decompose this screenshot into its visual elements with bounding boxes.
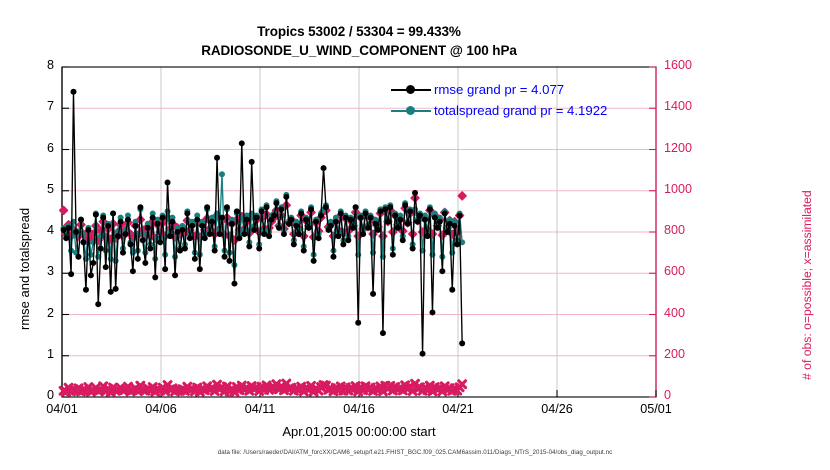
title-line-1: Tropics 53002 / 53304 = 99.433% [257, 24, 461, 39]
x-axis-label: Apr.01,2015 00:00:00 start [282, 424, 436, 439]
y-axis-right-label: # of obs: o=possible; x=assimilated [800, 190, 814, 380]
y-left-tick-0: 0 [46, 388, 54, 402]
data-series [58, 88, 468, 397]
y-right-tick-1000: 1000 [664, 181, 693, 196]
y-right-tick-400: 400 [664, 305, 686, 320]
legend-swatch-totalspread [389, 104, 433, 118]
x-tick-04/21: 04/21 [442, 402, 474, 416]
legend-item-rmse[interactable]: rmse grand pr = 4.077 [389, 79, 607, 100]
x-tick-04/11: 04/11 [244, 402, 276, 416]
x-tick-05/01: 05/01 [640, 402, 672, 416]
y-right-tick-1200: 1200 [664, 140, 693, 155]
chart-title: Tropics 53002 / 53304 = 99.433% RADIOSON… [0, 22, 718, 60]
data-file-footer: data file: /Users/raeder/DAI/ATM_forcXX/… [217, 449, 613, 456]
legend-item-totalspread[interactable]: totalspread grand pr = 4.1922 [389, 100, 607, 121]
y-left-tick-2: 2 [46, 305, 54, 320]
y-right-tick-600: 600 [664, 264, 686, 279]
x-tick-04/26: 04/26 [541, 402, 573, 416]
y-left-tick-1: 1 [46, 346, 54, 361]
y-left-tick-3: 3 [46, 264, 54, 279]
y-right-tick-800: 800 [664, 223, 686, 237]
y-left-tick-8: 8 [46, 58, 54, 72]
chart-legend: rmse grand pr = 4.077 totalspread grand … [389, 79, 607, 121]
y-left-tick-5: 5 [46, 181, 54, 196]
y-axis-left-label: rmse and totalspread [17, 207, 32, 330]
y-left-tick-7: 7 [46, 99, 54, 114]
legend-label-rmse: rmse grand pr = 4.077 [434, 82, 565, 97]
y-left-tick-4: 4 [46, 223, 54, 237]
y-right-tick-0: 0 [664, 388, 672, 402]
legend-swatch-rmse [389, 83, 433, 97]
x-tick-04/16: 04/16 [343, 402, 375, 416]
title-line-2: RADIOSONDE_U_WIND_COMPONENT @ 100 hPa [201, 43, 517, 58]
y-right-tick-1600: 1600 [664, 58, 693, 72]
y-left-tick-6: 6 [46, 140, 54, 155]
x-tick-04/06: 04/06 [145, 402, 177, 416]
y-right-tick-200: 200 [664, 346, 686, 361]
legend-label-totalspread: totalspread grand pr = 4.1922 [434, 103, 608, 118]
x-tick-04/01: 04/01 [46, 402, 78, 416]
y-right-tick-1400: 1400 [664, 99, 693, 114]
